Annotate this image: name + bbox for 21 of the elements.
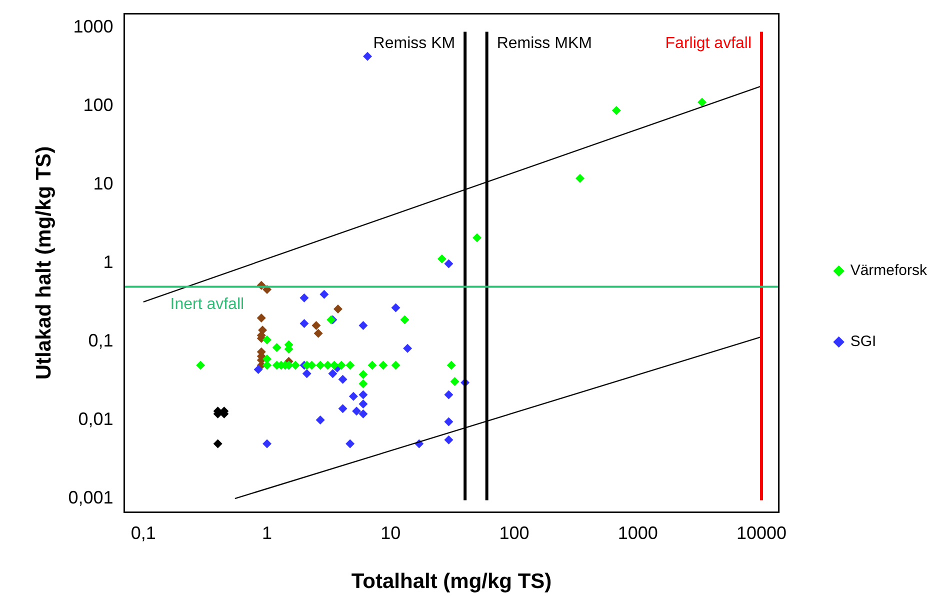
x-tick-label: 100 [499,522,530,543]
y-tick-label: 10 [93,174,114,194]
legend-label: Värmeforsk [850,262,928,280]
ref-line-label: Remiss KM [373,35,456,52]
legend-label: SGI [850,333,876,350]
y-tick-label: 0,1 [88,330,114,351]
y-tick-label: 1000 [73,16,114,37]
ref-line-label: Farligt avfall [665,35,752,52]
x-tick-label: 10 [380,522,401,543]
y-axis-title: Utlakad halt (mg/kg TS) [32,146,56,380]
x-tick-label: 0,1 [130,522,156,543]
x-tick-label: 1 [262,522,272,543]
x-tick-label: 10000 [736,522,787,543]
y-tick-label: 100 [83,95,114,116]
y-tick-label: 0,001 [68,488,114,508]
x-tick-label: 1000 [618,522,658,543]
y-tick-label: 1 [103,252,114,272]
ref-line-label: Remiss MKM [496,35,592,52]
y-tick-label: 0,01 [78,409,114,430]
x-axis-title: Totalhalt (mg/kg TS) [351,570,552,594]
ref-line-label: Inert avfall [170,296,244,314]
